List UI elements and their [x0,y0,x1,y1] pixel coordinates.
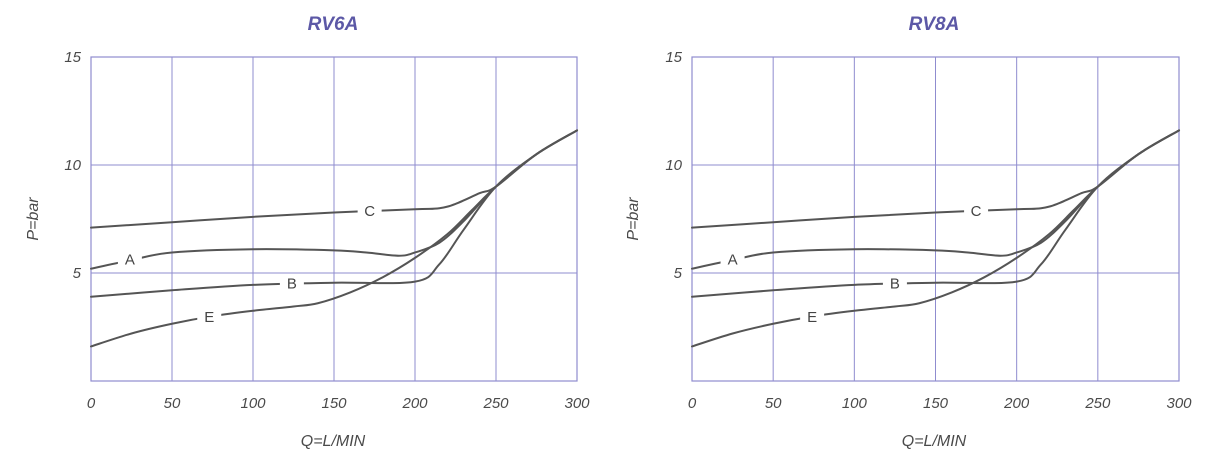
y-tick-label: 5 [73,265,82,282]
y-tick-label: 15 [665,49,682,66]
series-label-a: A [728,252,738,269]
x-tick-label: 150 [923,395,949,412]
grid [691,56,1180,382]
x-axis-label: Q=L/MIN [902,433,967,450]
series-label-gap [964,202,989,221]
x-tick-label: 250 [1084,395,1111,412]
x-tick-label: 300 [564,395,590,412]
chart-title: RV8A [909,14,960,35]
series-label-gap [357,202,382,221]
series-label-e: E [807,309,817,326]
chart-rv8a: RV8A Q=L/MIN P=bar 0 50 100 150 200 250 300 5 10… [625,14,1192,450]
series-label-gap [117,251,142,270]
x-tick-label: 250 [482,395,509,412]
y-axis-label: P=bar [25,197,42,241]
series-label-gap [800,308,825,327]
x-tick-label: 200 [401,395,428,412]
y-tick-label: 10 [64,157,81,174]
series-group: C A B E [90,129,578,348]
y-tick-label: 10 [665,157,682,174]
series-line-e [90,129,578,348]
x-tick-label: 0 [688,395,697,412]
x-tick-label: 50 [164,395,181,412]
x-tick-label: 100 [240,395,266,412]
plot-frame [691,56,1180,382]
x-tick-label: 0 [87,395,96,412]
x-tick-label: 100 [842,395,868,412]
series-label-c: C [971,203,982,220]
series-label-gap [197,308,222,327]
x-tick-label: 150 [321,395,347,412]
x-axis-label: Q=L/MIN [301,433,366,450]
series-label-b: B [287,275,297,292]
series-label-e: E [204,309,214,326]
x-tick-label: 200 [1003,395,1030,412]
y-axis-label: P=bar [625,197,642,241]
series-label-gap [882,274,907,293]
grid [90,56,578,382]
series-label-c: C [364,203,375,220]
y-tick-label: 5 [674,265,683,282]
x-tick-label: 50 [765,395,782,412]
plot-frame [90,56,578,382]
series-label-a: A [125,252,135,269]
chart-title: RV6A [308,14,359,35]
y-tick-label: 15 [64,49,81,66]
x-tick-label: 300 [1166,395,1192,412]
series-group: C A B E [691,129,1180,348]
series-label-gap [279,274,304,293]
chart-rv6a: RV6A Q=L/MIN P=bar 0 50 100 150 200 250 300 5 10… [25,14,590,450]
series-label-b: B [890,275,900,292]
series-label-gap [720,251,745,270]
series-line-e [691,129,1180,348]
